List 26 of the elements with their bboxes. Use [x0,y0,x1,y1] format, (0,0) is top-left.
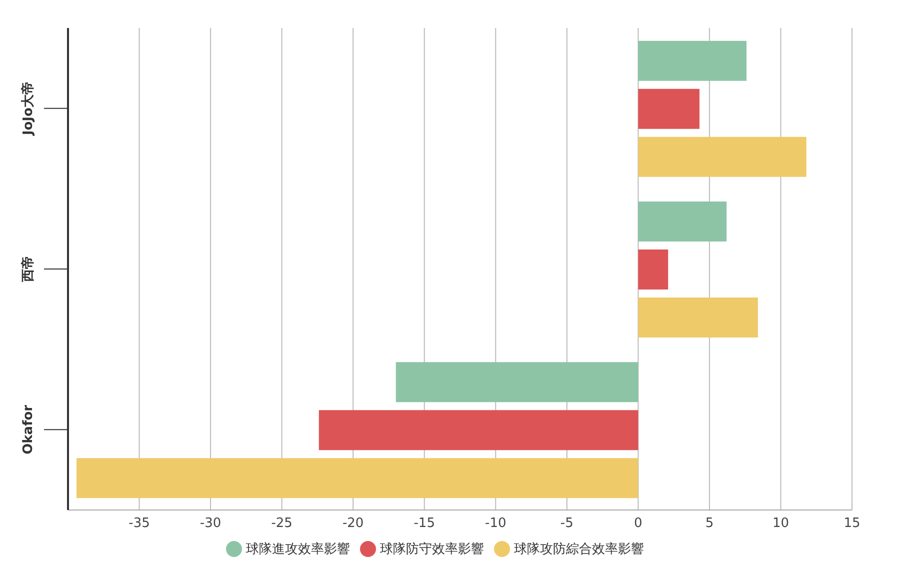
x-tick-label: 15 [844,516,860,532]
bar [638,202,727,242]
legend-label: 球隊防守效率影響 [380,542,484,557]
x-tick-label: -15 [414,516,435,532]
bar [318,410,638,450]
y-tick-label: JoJo大帝 [20,82,36,136]
bar [396,362,638,402]
x-tick-label: -5 [560,516,574,532]
x-tick-label: -30 [200,516,222,532]
x-tick-label: 10 [772,516,789,532]
x-tick-label: 5 [705,516,714,532]
x-tick-label: -10 [485,516,506,532]
x-tick-label: -25 [271,516,292,532]
y-tick-label: Okafor [21,404,36,454]
bar [638,136,806,177]
bar [76,458,638,498]
bar [638,250,668,290]
x-tick-label: 0 [634,516,642,532]
x-tick-label: -20 [342,516,364,532]
bar [638,88,700,129]
x-tick-label: -35 [128,516,150,532]
y-tick-label: 西帝 [20,256,36,283]
bar [638,298,758,338]
legend-label: 球隊進攻效率影響 [246,542,350,557]
legend-label: 球隊攻防綜合效率影響 [514,542,644,557]
bar [638,40,747,81]
